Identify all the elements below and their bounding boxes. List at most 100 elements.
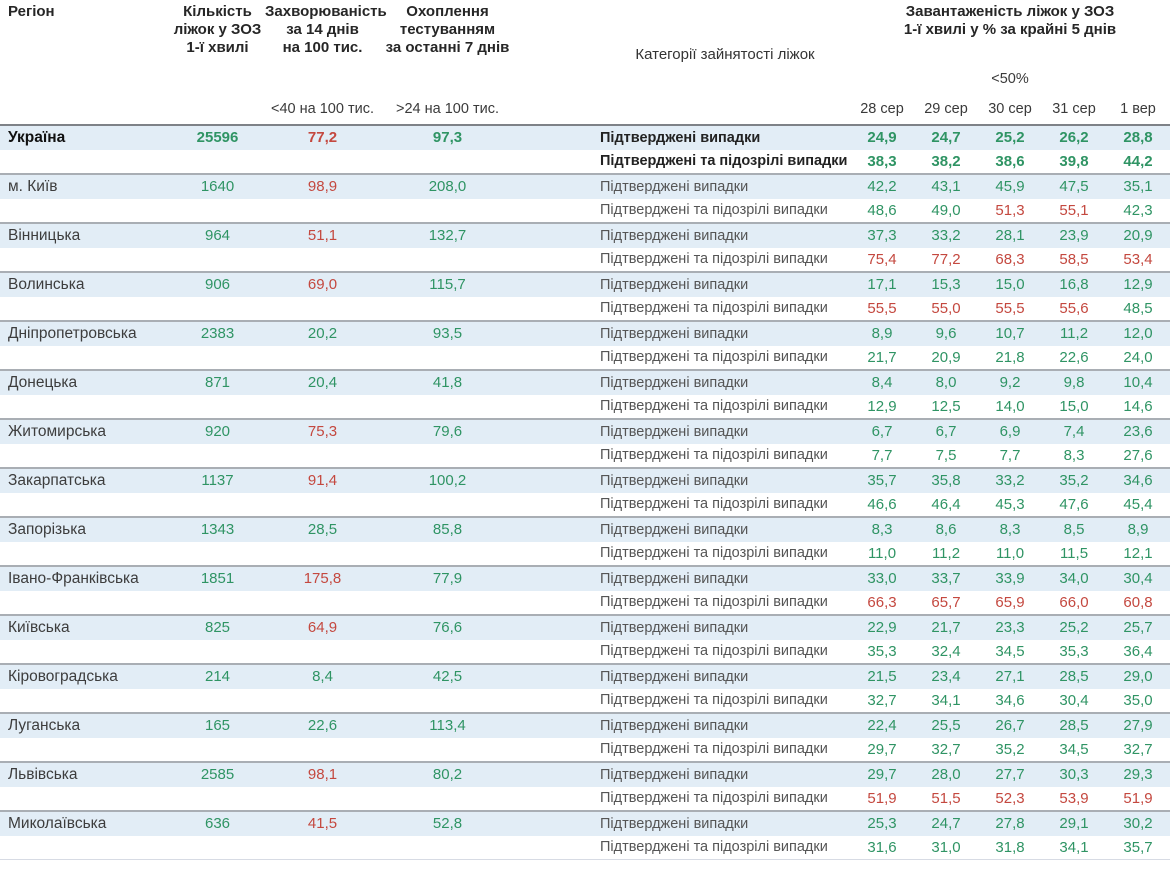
occupancy-value: 66,3 — [867, 593, 897, 611]
occupancy-value: 24,0 — [1123, 348, 1153, 366]
occupancy-value: 15,3 — [931, 276, 961, 294]
region-name: Житомирська — [8, 422, 107, 440]
incidence-value: 51,1 — [307, 227, 338, 245]
table-row: Підтверджені та підозрілі випадки 75,4 77,… — [0, 248, 1170, 272]
occupancy-value: 31,8 — [995, 838, 1025, 856]
occupancy-value: 46,6 — [867, 495, 897, 513]
occupancy-value: 23,3 — [995, 619, 1025, 637]
occupancy-value: 20,9 — [1123, 227, 1153, 245]
occupancy-value: 31,6 — [867, 838, 897, 856]
region-block: Луганська 165 22,6 113,4 Підтверджені випадк… — [0, 712, 1170, 761]
occupancy-value: 55,0 — [931, 299, 961, 317]
occupancy-value: 23,9 — [1059, 227, 1089, 245]
occupancy-value: 66,0 — [1059, 593, 1089, 611]
testing-value: 208,0 — [428, 178, 467, 196]
table-row: Підтверджені та підозрілі випадки 55,5 55,… — [0, 297, 1170, 321]
occupancy-value: 8,3 — [1063, 446, 1085, 464]
region-block: м. Київ 1640 98,9 208,0 Підтверджені випадки… — [0, 173, 1170, 222]
incidence-value: 20,2 — [307, 325, 338, 343]
testing-value: 80,2 — [432, 766, 463, 784]
table-row: Вінницька 964 51,1 132,7 Підтверджені випадк… — [0, 224, 1170, 248]
col-header-occupancy: Завантаженість ліжок у ЗОЗ 1-ї хвилі у %… — [903, 3, 1117, 38]
occupancy-value: 33,7 — [931, 570, 961, 588]
category-label: Підтверджені та підозрілі випадки — [600, 594, 828, 611]
occupancy-value: 12,5 — [931, 397, 961, 415]
occupancy-value: 10,4 — [1123, 374, 1153, 392]
occupancy-value: 49,0 — [931, 201, 961, 219]
table-row: Підтверджені та підозрілі випадки 38,3 38,… — [0, 150, 1170, 174]
occupancy-value: 28,0 — [931, 766, 961, 784]
category-label: Підтверджені випадки — [600, 325, 749, 342]
occupancy-value: 14,6 — [1123, 397, 1153, 415]
table-row: Дніпропетровська 2383 20,2 93,5 Підтверджені… — [0, 322, 1170, 346]
occupancy-value: 38,6 — [995, 152, 1025, 170]
incidence-value: 77,2 — [307, 129, 338, 147]
occupancy-value: 47,5 — [1059, 178, 1089, 196]
beds-value: 825 — [204, 619, 231, 637]
region-name: Волинська — [8, 275, 85, 293]
occupancy-value: 8,9 — [1127, 521, 1149, 539]
occupancy-value: 29,3 — [1123, 766, 1153, 784]
occupancy-value: 38,2 — [931, 152, 961, 170]
testing-value: 113,4 — [429, 717, 466, 735]
category-label: Підтверджені випадки — [600, 472, 749, 489]
col-header-beds: Кількість ліжок у ЗОЗ 1-ї хвилі — [173, 3, 262, 56]
occupancy-value: 7,7 — [999, 446, 1021, 464]
category-label: Підтверджені випадки — [600, 276, 749, 293]
occupancy-value: 55,1 — [1059, 201, 1089, 219]
beds-value: 2383 — [200, 325, 235, 343]
table-row: Київська 825 64,9 76,6 Підтверджені випадки 2… — [0, 616, 1170, 640]
occupancy-value: 34,6 — [995, 691, 1025, 709]
region-block: Запорізька 1343 28,5 85,8 Підтверджені випад… — [0, 516, 1170, 565]
occupancy-value: 23,6 — [1123, 423, 1153, 441]
occupancy-value: 35,0 — [1123, 691, 1153, 709]
occupancy-value: 35,7 — [867, 472, 897, 490]
category-label: Підтверджені та підозрілі випадки — [600, 251, 828, 268]
region-name: Миколаївська — [8, 814, 107, 832]
region-name: Луганська — [8, 716, 81, 734]
region-name: Україна — [8, 128, 66, 146]
region-name: Закарпатська — [8, 471, 106, 489]
incidence-value: 69,0 — [307, 276, 338, 294]
region-block: Вінницька 964 51,1 132,7 Підтверджені випадк… — [0, 222, 1170, 271]
category-label: Підтверджені та підозрілі випадки — [600, 398, 828, 415]
occupancy-value: 21,5 — [867, 668, 897, 686]
occupancy-value: 39,8 — [1059, 152, 1089, 170]
occupancy-value: 26,7 — [995, 717, 1025, 735]
occupancy-value: 51,5 — [931, 789, 961, 807]
occupancy-value: 52,3 — [995, 789, 1025, 807]
beds-value: 906 — [204, 276, 231, 294]
category-label: Підтверджені та підозрілі випадки — [600, 300, 828, 317]
table-row: Підтверджені та підозрілі випадки 7,7 7,5 7… — [0, 444, 1170, 468]
occupancy-value: 35,2 — [1059, 472, 1089, 490]
occupancy-value: 9,8 — [1063, 374, 1085, 392]
occupancy-value: 32,4 — [931, 642, 961, 660]
occupancy-value: 24,7 — [931, 815, 961, 833]
occupancy-value: 75,4 — [867, 250, 897, 268]
category-label: Підтверджені випадки — [600, 766, 749, 783]
region-block: Україна 25596 77,2 97,3 Підтверджені випадки… — [0, 126, 1170, 173]
occupancy-value: 55,5 — [995, 299, 1025, 317]
occupancy-value: 24,7 — [931, 129, 961, 147]
beds-value: 1343 — [200, 521, 235, 539]
occupancy-value: 28,1 — [995, 227, 1025, 245]
region-name: Івано-Франківська — [8, 569, 139, 587]
testing-value: 79,6 — [432, 423, 463, 441]
occupancy-value: 7,4 — [1063, 423, 1085, 441]
table-header: Регіон Кількість ліжок у ЗОЗ 1-ї хвилі З… — [0, 0, 1170, 126]
region-name: Кіровоградська — [8, 667, 118, 685]
occupancy-value: 34,0 — [1059, 570, 1089, 588]
testing-value: 42,5 — [432, 668, 463, 686]
beds-value: 214 — [204, 668, 231, 686]
occupancy-value: 11,2 — [931, 544, 961, 562]
region-name: Вінницька — [8, 226, 81, 244]
category-label: Підтверджені та підозрілі випадки — [600, 447, 828, 464]
testing-threshold-label: >24 на 100 тис. — [396, 100, 499, 117]
occupancy-value: 25,3 — [867, 815, 897, 833]
occupancy-value: 53,4 — [1123, 250, 1153, 268]
testing-value: 100,2 — [428, 472, 467, 490]
region-name: Запорізька — [8, 520, 86, 538]
occupancy-value: 35,2 — [995, 740, 1025, 758]
occupancy-value: 24,9 — [867, 129, 897, 147]
occupancy-value: 11,0 — [995, 544, 1025, 562]
